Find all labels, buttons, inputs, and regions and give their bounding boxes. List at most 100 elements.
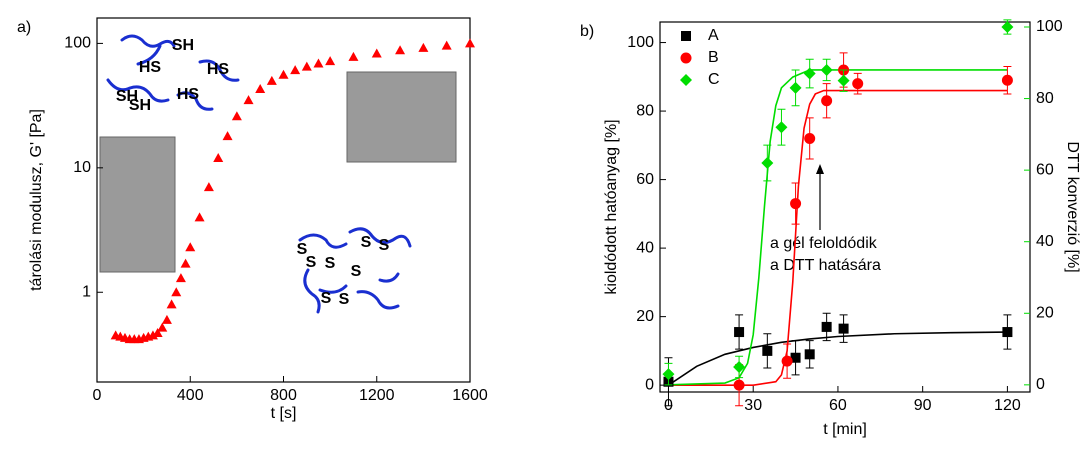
x-tick-label: 0	[93, 387, 102, 404]
data-point	[442, 41, 452, 50]
data-point	[313, 58, 323, 67]
data-point	[838, 75, 850, 87]
y-tick-label: 80	[636, 102, 654, 119]
chem-label: S	[339, 291, 350, 308]
chem-label: S	[361, 234, 372, 251]
legend-marker	[681, 31, 691, 41]
data-point	[195, 212, 205, 221]
data-point	[372, 48, 382, 57]
data-point	[790, 82, 802, 94]
data-point	[852, 78, 863, 89]
data-point	[418, 43, 428, 52]
data-point	[822, 322, 832, 332]
data-point	[775, 121, 787, 133]
fit-line	[668, 332, 1007, 385]
x-tick-label: 800	[270, 387, 297, 404]
data-point	[185, 242, 195, 251]
data-point	[325, 56, 335, 65]
data-point	[204, 182, 214, 191]
y2-tick-label: 40	[1036, 233, 1054, 250]
y-tick-label: 60	[636, 171, 654, 188]
data-point	[279, 70, 289, 79]
data-point	[805, 349, 815, 359]
data-point	[734, 327, 744, 337]
x-tick-label: 90	[914, 397, 932, 414]
data-point	[762, 346, 772, 356]
y-tick-label: 100	[64, 35, 91, 52]
x-axis-label: t [s]	[271, 405, 297, 422]
data-point	[1002, 327, 1012, 337]
data-point	[167, 299, 177, 308]
panel-label: a)	[17, 19, 31, 36]
y2-tick-label: 0	[1036, 376, 1045, 393]
chem-label: SH	[172, 37, 194, 54]
chem-label: S	[321, 290, 332, 307]
fit-line	[668, 70, 1007, 385]
data-point	[255, 84, 265, 93]
y2-tick-label: 60	[1036, 161, 1054, 178]
figure: a)040080012001600110100t [s]tárolási mod…	[0, 0, 1086, 450]
x-tick-label: 400	[177, 387, 204, 404]
data-point	[244, 95, 254, 104]
data-point	[232, 111, 242, 120]
data-point	[782, 356, 793, 367]
legend-label: A	[708, 27, 719, 44]
legend-marker	[680, 74, 692, 86]
legend-marker	[681, 53, 692, 64]
chem-label: HS	[177, 86, 200, 103]
data-point	[213, 153, 223, 162]
data-point	[162, 315, 172, 324]
chem-label: SH	[129, 97, 151, 114]
chem-label: S	[351, 263, 362, 280]
chem-label: S	[379, 237, 390, 254]
data-point	[465, 38, 475, 47]
inset-photo	[347, 72, 456, 162]
data-point	[790, 198, 801, 209]
y-tick-label: 40	[636, 239, 654, 256]
data-point	[1002, 75, 1013, 86]
y-tick-label: 20	[636, 308, 654, 325]
y2-tick-label: 100	[1036, 18, 1063, 35]
data-point	[302, 62, 312, 71]
x-tick-label: 60	[829, 397, 847, 414]
data-point	[821, 64, 833, 76]
legend-label: C	[708, 71, 720, 88]
data-point	[761, 157, 773, 169]
data-point	[348, 52, 358, 61]
arrow	[816, 164, 824, 230]
y2-tick-label: 20	[1036, 304, 1054, 321]
chem-label: S	[325, 255, 336, 272]
data-point	[181, 259, 191, 268]
inset-photo	[100, 137, 175, 272]
data-point	[1001, 21, 1013, 33]
data-point	[290, 65, 300, 74]
y-tick-label: 100	[627, 34, 654, 51]
x-tick-label: 1200	[359, 387, 395, 404]
y-tick-label: 0	[645, 376, 654, 393]
data-point	[171, 287, 181, 296]
data-point	[223, 131, 233, 140]
x-tick-label: 1600	[452, 387, 488, 404]
data-point	[267, 76, 277, 85]
x-axis-label: t [min]	[823, 421, 867, 438]
y-axis-label: tárolási modulusz, G' [Pa]	[28, 109, 45, 291]
y2-tick-label: 80	[1036, 90, 1054, 107]
data-point	[804, 133, 815, 144]
y-axis-label: kioldódott hatóanyag [%]	[603, 119, 620, 294]
chem-label: HS	[139, 59, 162, 76]
data-point	[734, 380, 745, 391]
annotation: a DTT hatására	[770, 257, 881, 274]
x-tick-label: 30	[744, 397, 762, 414]
y2-axis-label: DTT konverzió [%]	[1064, 141, 1081, 272]
data-point	[839, 324, 849, 334]
page: {"chart_data":[ {"type":"scatter","panel…	[0, 0, 1086, 455]
x-tick-label: 120	[994, 397, 1021, 414]
y-tick-label: 1	[82, 283, 91, 300]
data-point	[395, 45, 405, 54]
y-tick-label: 10	[73, 159, 91, 176]
data-point	[157, 323, 167, 332]
chem-label: HS	[207, 61, 230, 78]
data-point	[821, 95, 832, 106]
data-point	[176, 273, 186, 282]
legend-label: B	[708, 49, 719, 66]
